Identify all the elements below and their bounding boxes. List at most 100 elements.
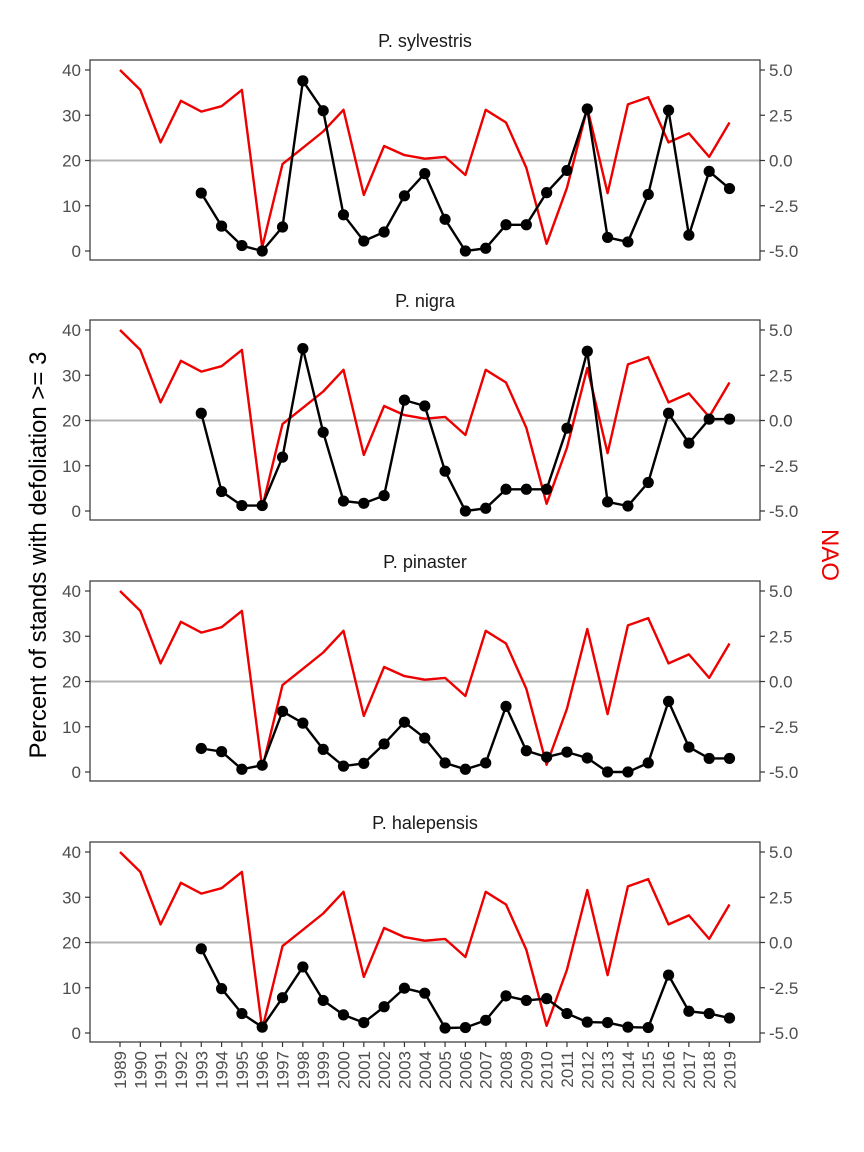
defoliation-point [439, 465, 451, 477]
defoliation-point [703, 165, 715, 177]
defoliation-point [337, 1009, 350, 1021]
x-tick-label: 1995 [233, 1051, 252, 1089]
defoliation-point [378, 1001, 390, 1013]
defoliation-line [200, 948, 730, 1030]
y2-tick-label: 0.0 [769, 934, 793, 953]
defoliation-point [703, 752, 715, 765]
panels: P. sylvestris 0 10 20 30 40 -5.0 -2.5 0.0 2.5 5.0 P… [62, 31, 798, 1043]
defoliation-point [500, 483, 512, 495]
panel-title: P. pinaster [383, 552, 467, 572]
defoliation-point [358, 235, 370, 247]
y-tick-label: 30 [62, 888, 81, 907]
defoliation-point [195, 943, 207, 955]
y2-tick-label: 2.5 [769, 106, 793, 125]
defoliation-point [480, 757, 492, 769]
x-tick-label: 1989 [111, 1051, 130, 1089]
defoliation-point [581, 103, 593, 115]
panel-title: P. nigra [395, 291, 456, 311]
defoliation-point [215, 746, 228, 758]
defoliation-point [662, 969, 675, 981]
defoliation-point [602, 766, 614, 778]
nao-line [119, 851, 731, 1031]
y-tick-label: 40 [62, 843, 81, 862]
x-tick-label: 2000 [334, 1051, 353, 1089]
defoliation-point [297, 717, 309, 729]
defoliation-point [317, 426, 329, 438]
y2-tick-label: 0.0 [769, 152, 793, 171]
defoliation-point [439, 757, 451, 769]
x-tick-label: 2006 [456, 1051, 475, 1089]
y-axis-title: Percent of stands with defoliation >= 3 [25, 352, 52, 759]
y-tick-label: 0 [72, 763, 81, 782]
panel-title: P. sylvestris [378, 31, 472, 51]
x-tick-label: 2015 [639, 1051, 658, 1089]
x-tick-label: 2012 [578, 1051, 597, 1089]
nao-line [119, 329, 731, 509]
y2-tick-label: -2.5 [769, 457, 798, 476]
nao-line [119, 69, 731, 249]
y-tick-label: 10 [62, 457, 81, 476]
x-tick-label: 1991 [152, 1051, 171, 1089]
defoliation-point [683, 741, 695, 753]
defoliation-point [520, 219, 532, 231]
defoliation-point [581, 1016, 593, 1028]
defoliation-point [723, 182, 736, 195]
y2-tick-label: 2.5 [769, 888, 793, 907]
defoliation-point [459, 763, 471, 775]
x-tick-label: 2008 [497, 1051, 516, 1089]
y-tick-label: 30 [62, 627, 81, 646]
defoliation-point [358, 757, 370, 770]
defoliation-point [378, 490, 390, 502]
defoliation-point [337, 495, 350, 507]
defoliation-point [541, 187, 553, 199]
defoliation-point [378, 738, 390, 750]
defoliation-point [459, 1021, 471, 1034]
y2-tick-label: -5.0 [769, 763, 798, 782]
defoliation-point [419, 168, 431, 180]
x-tick-label: 2004 [416, 1051, 435, 1089]
y-tick-label: 20 [62, 412, 81, 431]
x-tick-label: 2003 [395, 1051, 414, 1089]
y-tick-label: 40 [62, 321, 81, 340]
defoliation-point [581, 752, 593, 764]
y2-tick-label: -2.5 [769, 718, 798, 737]
y2-tick-label: -5.0 [769, 1024, 798, 1043]
x-axis: 1989 1990 1991 1992 1993 1994 1995 1996 1997 1998… [111, 1042, 740, 1089]
y-tick-label: 10 [62, 197, 81, 216]
defoliation-point [337, 209, 350, 221]
x-tick-label: 2001 [355, 1051, 374, 1089]
x-tick-label: 2018 [700, 1051, 719, 1089]
y-tick-label: 20 [62, 152, 81, 171]
defoliation-point [398, 394, 411, 406]
y-tick-label: 0 [72, 1024, 81, 1043]
y-tick-label: 10 [62, 979, 81, 998]
defoliation-point [459, 245, 471, 257]
x-tick-label: 2010 [538, 1051, 557, 1089]
y-tick-label: 30 [62, 366, 81, 385]
panel-0: P. sylvestris 0 10 20 30 40 -5.0 -2.5 0.0 2.5 5.0 [62, 31, 798, 261]
defoliation-point [723, 1012, 736, 1024]
defoliation-point [520, 745, 532, 757]
defoliation-point [256, 759, 268, 771]
defoliation-point [480, 1014, 492, 1026]
x-tick-label: 2016 [660, 1051, 679, 1089]
defoliation-point [358, 497, 370, 509]
defoliation-point [195, 407, 207, 419]
defoliation-point [215, 485, 228, 498]
y2-tick-label: 2.5 [769, 627, 793, 646]
defoliation-point [378, 226, 390, 238]
panel-3: P. halepensis 0 10 20 30 40 -5.0 -2.5 0.0 2.5 5.0 [62, 813, 798, 1043]
defoliation-point [297, 75, 309, 87]
y2-tick-label: 5.0 [769, 843, 793, 862]
defoliation-point [520, 994, 532, 1007]
defoliation-point [642, 476, 654, 489]
defoliation-point [439, 1022, 451, 1034]
defoliation-point [398, 190, 411, 202]
defoliation-point [480, 242, 492, 254]
defoliation-point [541, 483, 553, 495]
defoliation-point [500, 990, 512, 1002]
defoliation-point [337, 760, 350, 772]
y2-tick-label: -5.0 [769, 502, 798, 521]
defoliation-point [317, 994, 329, 1007]
x-tick-label: 1992 [172, 1051, 191, 1089]
